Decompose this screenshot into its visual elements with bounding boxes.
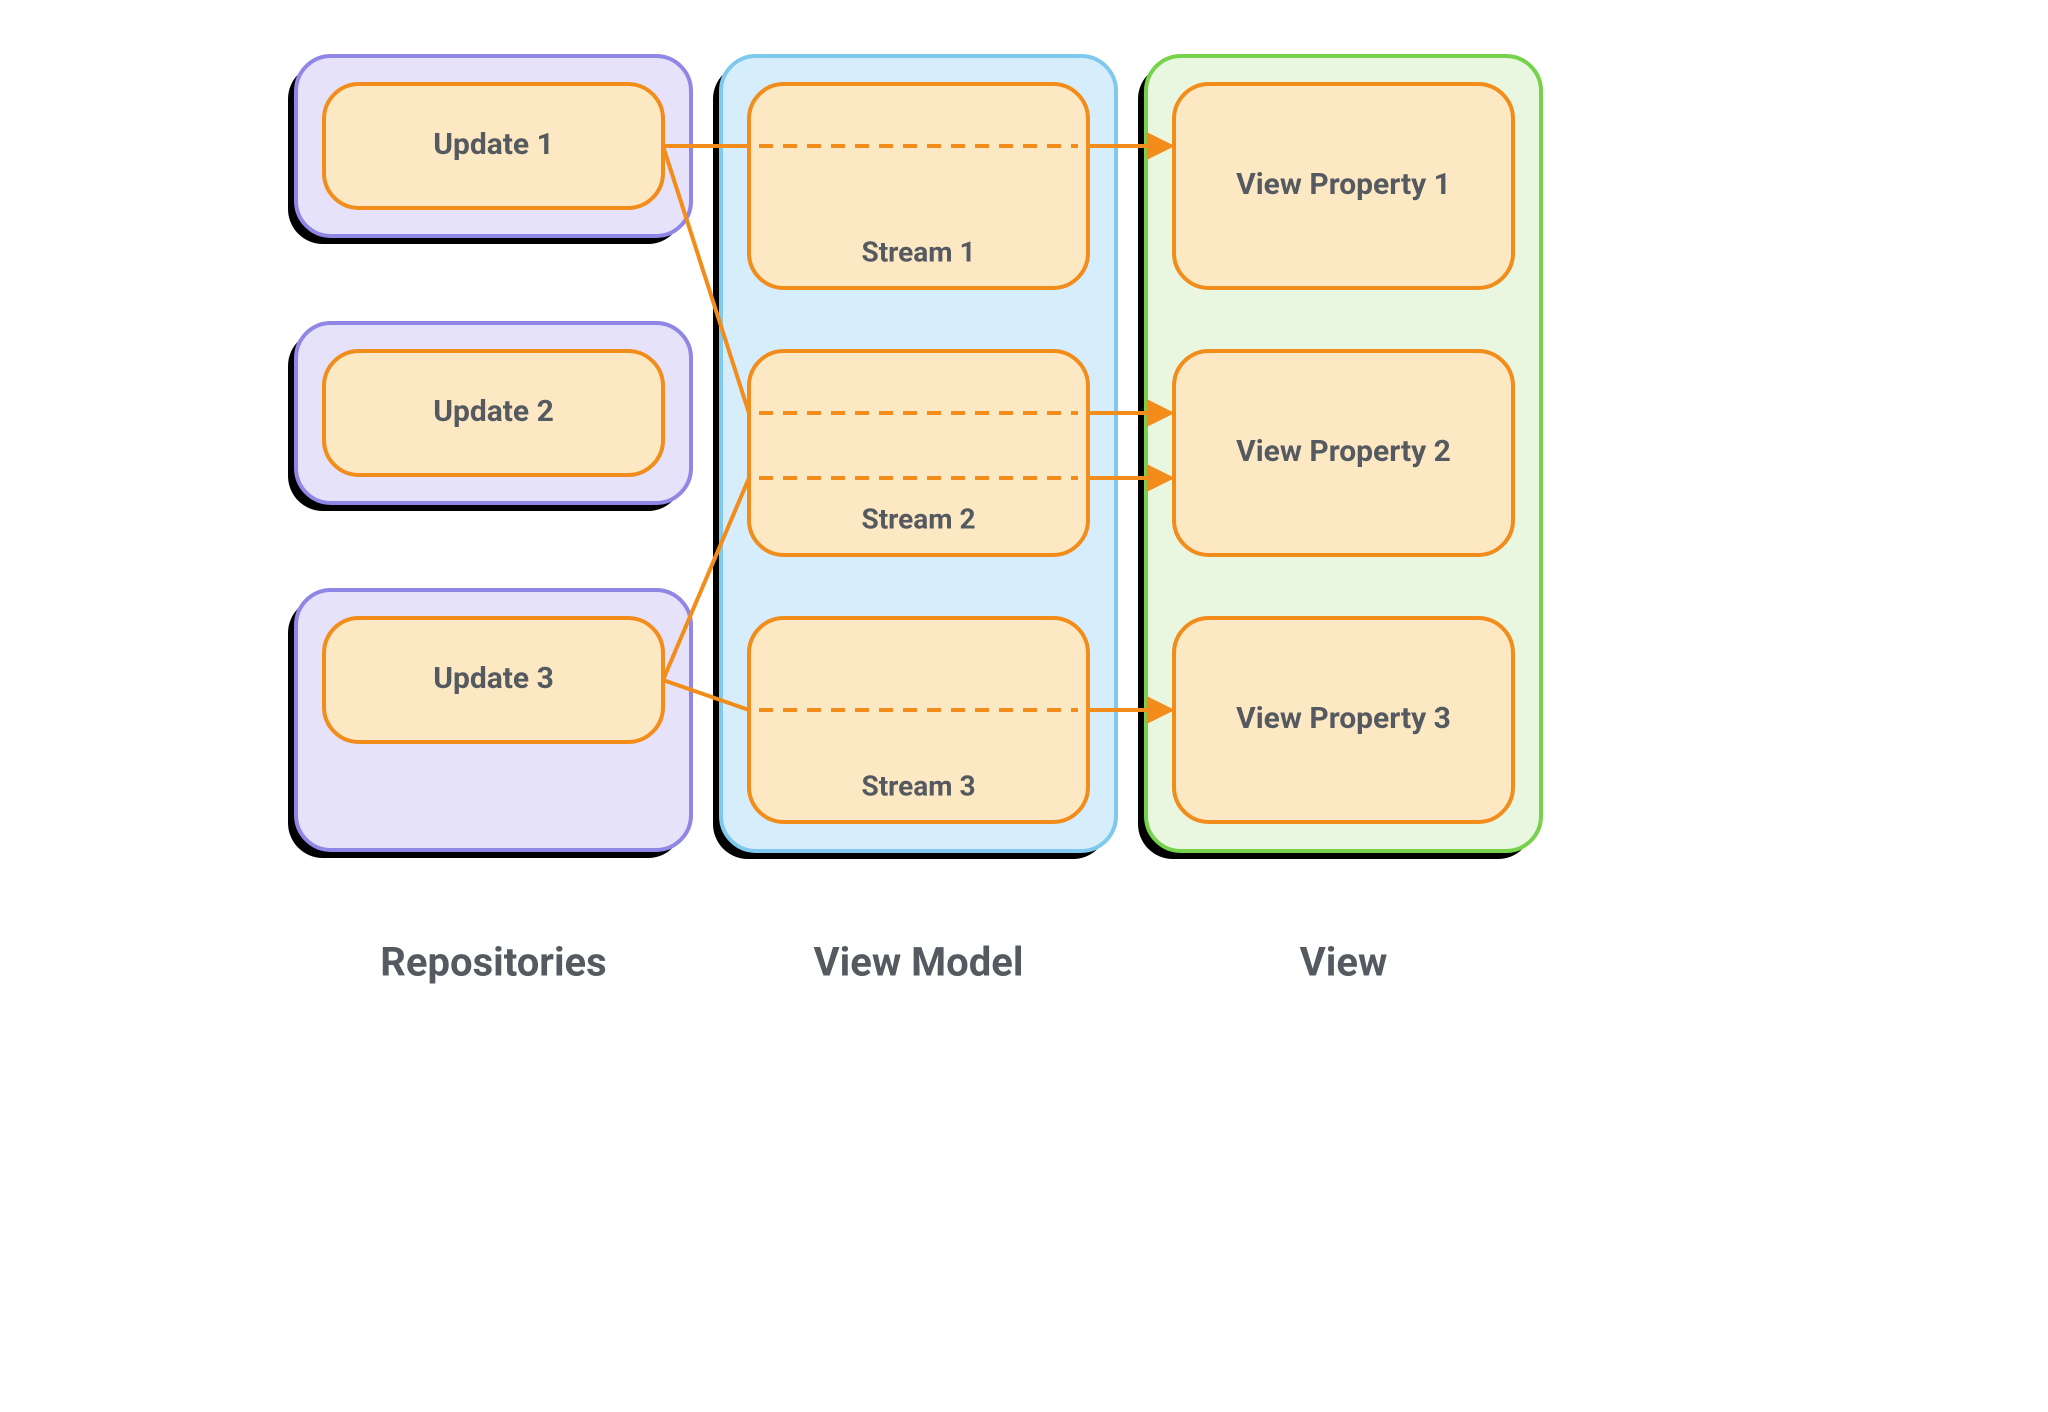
label-update3: Update 3 bbox=[433, 661, 554, 696]
column-label-view: View bbox=[1300, 939, 1388, 986]
label-prop1: View Property 1 bbox=[1236, 167, 1451, 202]
label-prop2: View Property 2 bbox=[1236, 434, 1451, 469]
label-update1: Update 1 bbox=[433, 127, 554, 162]
label-stream2: Stream 2 bbox=[861, 502, 975, 535]
label-update2: Update 2 bbox=[433, 394, 554, 429]
column-label-viewmodel: View Model bbox=[814, 939, 1024, 986]
column-label-repositories: Repositories bbox=[380, 939, 606, 986]
architecture-diagram: Update 1 Update 2 Update 3 Stream 1 Stream 2… bbox=[256, 0, 1792, 1059]
label-stream3: Stream 3 bbox=[861, 769, 975, 802]
label-prop3: View Property 3 bbox=[1236, 701, 1451, 736]
label-stream1: Stream 1 bbox=[861, 235, 975, 268]
diagram-stage: Update 1 Update 2 Update 3 Stream 1 Stream 2… bbox=[256, 0, 1792, 1059]
